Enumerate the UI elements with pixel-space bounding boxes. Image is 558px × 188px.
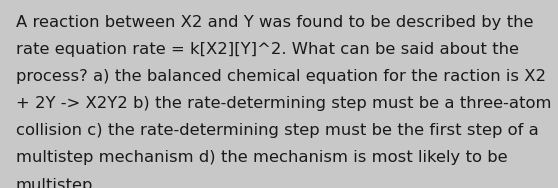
Text: multistep mechanism d) the mechanism is most likely to be: multistep mechanism d) the mechanism is … [16,150,507,165]
Text: process? a) the balanced chemical equation for the raction is X2: process? a) the balanced chemical equati… [16,69,546,84]
Text: + 2Y -> X2Y2 b) the rate-determining step must be a three-atom: + 2Y -> X2Y2 b) the rate-determining ste… [16,96,551,111]
Text: A reaction between X2 and Y was found to be described by the: A reaction between X2 and Y was found to… [16,15,533,30]
Text: collision c) the rate-determining step must be the first step of a: collision c) the rate-determining step m… [16,123,538,138]
Text: multistep: multistep [16,177,93,188]
Text: rate equation rate = k[X2][Y]^2. What can be said about the: rate equation rate = k[X2][Y]^2. What ca… [16,42,518,57]
